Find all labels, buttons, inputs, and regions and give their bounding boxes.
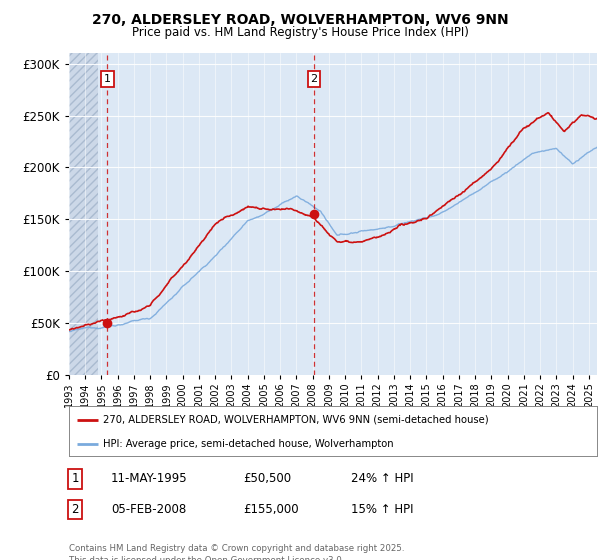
Text: 11-MAY-1995: 11-MAY-1995 — [111, 472, 188, 486]
Bar — [69, 53, 98, 375]
Text: 15% ↑ HPI: 15% ↑ HPI — [351, 503, 413, 516]
Text: £50,500: £50,500 — [243, 472, 291, 486]
Text: 2: 2 — [71, 503, 79, 516]
Text: HPI: Average price, semi-detached house, Wolverhampton: HPI: Average price, semi-detached house,… — [103, 439, 394, 449]
Text: 270, ALDERSLEY ROAD, WOLVERHAMPTON, WV6 9NN: 270, ALDERSLEY ROAD, WOLVERHAMPTON, WV6 … — [92, 13, 508, 27]
Text: 2: 2 — [311, 74, 318, 84]
Text: 270, ALDERSLEY ROAD, WOLVERHAMPTON, WV6 9NN (semi-detached house): 270, ALDERSLEY ROAD, WOLVERHAMPTON, WV6 … — [103, 414, 489, 424]
Text: 05-FEB-2008: 05-FEB-2008 — [111, 503, 186, 516]
Text: 24% ↑ HPI: 24% ↑ HPI — [351, 472, 413, 486]
Text: Price paid vs. HM Land Registry's House Price Index (HPI): Price paid vs. HM Land Registry's House … — [131, 26, 469, 39]
Text: 1: 1 — [71, 472, 79, 486]
Text: 1: 1 — [104, 74, 111, 84]
Text: Contains HM Land Registry data © Crown copyright and database right 2025.
This d: Contains HM Land Registry data © Crown c… — [69, 544, 404, 560]
Text: £155,000: £155,000 — [243, 503, 299, 516]
